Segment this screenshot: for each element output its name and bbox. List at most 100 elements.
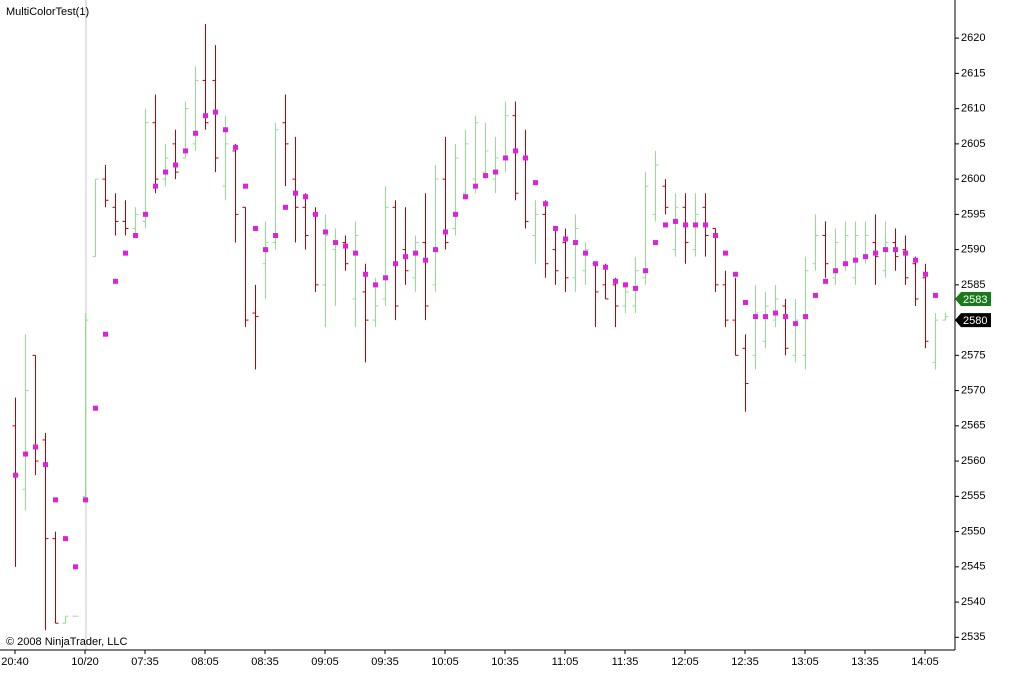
indicator-dot	[163, 169, 168, 175]
indicator-dot	[433, 247, 438, 253]
indicator-dot	[173, 162, 178, 168]
indicator-dot	[233, 144, 238, 150]
indicator-dot	[293, 190, 298, 196]
indicator-dot	[473, 183, 478, 189]
indicator-dot	[853, 257, 858, 263]
y-tick-label: 2550	[961, 525, 985, 537]
indicator-dot	[693, 222, 698, 228]
indicator-dot	[613, 278, 618, 284]
indicator-dot	[333, 240, 338, 246]
y-tick-label: 2605	[961, 138, 985, 150]
y-tick-label: 2585	[961, 279, 985, 291]
x-tick-label: 08:35	[251, 656, 279, 668]
x-tick-label: 09:35	[371, 656, 399, 668]
indicator-dot	[373, 282, 378, 288]
indicator-dot	[493, 169, 498, 175]
chart-title: MultiColorTest(1)	[6, 6, 89, 18]
indicator-dot	[53, 497, 58, 503]
x-tick-label: 20:40	[1, 656, 29, 668]
indicator-dot	[733, 271, 738, 277]
indicator-dot	[873, 250, 878, 256]
indicator-dot	[203, 113, 208, 119]
y-tick-label: 2620	[961, 32, 985, 44]
indicator-dot	[223, 127, 228, 133]
indicator-dot	[423, 257, 428, 263]
indicator-dot	[863, 254, 868, 260]
indicator-dot	[463, 194, 468, 200]
indicator-dot	[583, 250, 588, 256]
indicator-dot	[823, 278, 828, 284]
indicator-dot	[123, 250, 128, 256]
indicator-dot	[23, 451, 28, 457]
indicator-dot	[633, 285, 638, 291]
indicator-dot	[343, 243, 348, 249]
indicator-dot	[833, 268, 838, 274]
indicator-dot	[763, 314, 768, 320]
indicator-dot	[673, 218, 678, 224]
indicator-dot	[243, 183, 248, 189]
indicator-dot	[553, 225, 558, 231]
indicator-dot	[183, 148, 188, 154]
indicator-dot	[13, 472, 18, 478]
indicator-dot	[903, 250, 908, 256]
indicator-dot	[353, 250, 358, 256]
y-tick-label: 2595	[961, 208, 985, 220]
indicator-dot	[683, 222, 688, 228]
y-tick-label: 2555	[961, 490, 985, 502]
indicator-dot	[323, 229, 328, 235]
indicator-dot	[623, 282, 628, 288]
indicator-dot	[743, 299, 748, 305]
indicator-dot	[653, 240, 658, 246]
y-tick-label: 2535	[961, 631, 985, 643]
indicator-dot	[33, 444, 38, 450]
indicator-dot	[193, 130, 198, 136]
indicator-dot	[523, 155, 528, 161]
indicator-dot	[643, 268, 648, 274]
y-tick-label: 2610	[961, 103, 985, 115]
x-tick-label: 07:35	[131, 656, 159, 668]
indicator-dot	[443, 229, 448, 235]
indicator-dot	[263, 247, 268, 253]
indicator-dot	[803, 314, 808, 320]
indicator-dot	[703, 222, 708, 228]
indicator-dot	[153, 183, 158, 189]
x-tick-label: 11:35	[612, 656, 639, 668]
indicator-dot	[363, 271, 368, 277]
indicator-dot	[63, 536, 68, 542]
price-marker-label: 2580	[963, 315, 987, 327]
indicator-dot	[843, 261, 848, 267]
indicator-dot	[933, 292, 938, 298]
price-marker-label: 2583	[963, 294, 987, 306]
indicator-dot	[303, 194, 308, 200]
y-tick-label: 2560	[961, 455, 985, 467]
indicator-dot	[753, 314, 758, 320]
indicator-dot	[313, 211, 318, 217]
x-tick-label: 13:05	[791, 656, 819, 668]
indicator-dot	[563, 236, 568, 242]
y-tick-label: 2600	[961, 173, 985, 185]
copyright: © 2008 NinjaTrader, LLC	[6, 636, 127, 648]
indicator-dot	[143, 211, 148, 217]
indicator-dot	[413, 250, 418, 256]
indicator-dot	[883, 247, 888, 253]
indicator-dot	[513, 148, 518, 154]
indicator-dot	[913, 257, 918, 263]
x-tick-label: 11:05	[552, 656, 579, 668]
x-tick-label: 12:05	[671, 656, 699, 668]
y-tick-label: 2540	[961, 596, 985, 608]
y-tick-label: 2590	[961, 244, 985, 256]
y-tick-label: 2565	[961, 420, 985, 432]
indicator-dot	[503, 155, 508, 161]
indicator-dot	[603, 264, 608, 270]
indicator-dot	[663, 222, 668, 228]
y-tick-label: 2570	[961, 384, 985, 396]
indicator-dot	[133, 233, 138, 239]
price-marker	[955, 291, 991, 306]
x-tick-label: 13:35	[851, 656, 879, 668]
indicator-dot	[113, 278, 118, 284]
indicator-dot	[533, 180, 538, 186]
x-tick-label: 10:35	[491, 656, 519, 668]
indicator-dot	[393, 261, 398, 267]
indicator-dot	[573, 240, 578, 246]
